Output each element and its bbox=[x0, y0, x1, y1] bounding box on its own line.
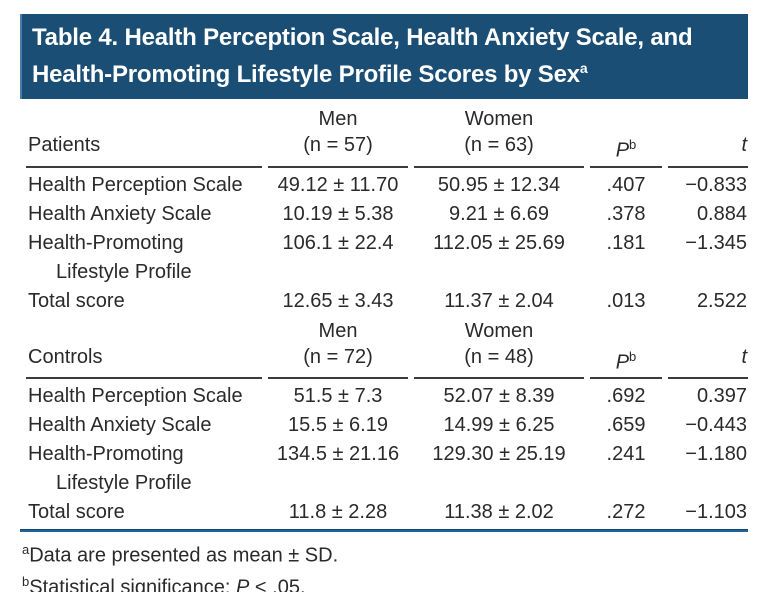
t-value: 0.397 bbox=[696, 385, 747, 408]
women-n: (n = 48) bbox=[414, 344, 584, 380]
table-row: Health-Promoting Lifestyle Profile 106.1… bbox=[26, 229, 748, 287]
table-row: Health Perception Scale 51.5 ± 7.3 52.07… bbox=[26, 379, 748, 411]
men-header: Men bbox=[318, 108, 358, 130]
row-label: Health Perception Scale bbox=[28, 385, 243, 408]
men-value: 12.65 ± 3.43 bbox=[282, 289, 394, 312]
footnote-a: aData are presented as mean ± SD. bbox=[22, 542, 339, 567]
controls-header-row-1: Men Women bbox=[26, 316, 748, 344]
row-label: Total score bbox=[28, 289, 125, 312]
t-value: −0.443 bbox=[685, 414, 747, 437]
p-value: .272 bbox=[606, 501, 646, 524]
section-patients: Men Women Patients (n = 57) (n = 63) Pb … bbox=[26, 104, 748, 316]
t-header: t bbox=[668, 344, 748, 380]
men-value: 15.5 ± 6.19 bbox=[288, 414, 388, 437]
p-header: Pb bbox=[590, 344, 662, 380]
women-value: 9.21 ± 6.69 bbox=[449, 202, 549, 225]
t-value: 2.522 bbox=[696, 289, 747, 312]
men-value: 134.5 ± 21.16 bbox=[276, 443, 400, 466]
row-label: Total score bbox=[28, 501, 125, 524]
patients-header-row-2: Patients (n = 57) (n = 63) Pb t bbox=[26, 132, 748, 168]
patients-header-row-1: Men Women bbox=[26, 104, 748, 132]
p-value: .013 bbox=[606, 289, 646, 312]
women-header: Women bbox=[464, 319, 534, 342]
p-header: Pb bbox=[590, 132, 662, 168]
table-row: Health Anxiety Scale 15.5 ± 6.19 14.99 ±… bbox=[26, 411, 748, 440]
women-n: (n = 63) bbox=[414, 132, 584, 168]
p-value: .378 bbox=[606, 202, 646, 225]
women-value: 112.05 ± 25.69 bbox=[433, 231, 565, 254]
women-value: 11.37 ± 2.04 bbox=[444, 289, 554, 312]
row-label-continuation: Lifestyle Profile bbox=[56, 472, 192, 495]
table-row: Health-Promoting Lifestyle Profile 134.5… bbox=[26, 440, 748, 498]
women-value: 14.99 ± 6.25 bbox=[443, 414, 555, 437]
table-row: Total score 12.65 ± 3.43 11.37 ± 2.04 .0… bbox=[26, 287, 748, 316]
t-value: 0.884 bbox=[696, 202, 747, 225]
p-value: .181 bbox=[606, 231, 646, 254]
scores-table: Men Women Patients (n = 57) (n = 63) Pb … bbox=[20, 104, 754, 527]
women-value: 11.38 ± 2.02 bbox=[444, 501, 554, 524]
p-value: .407 bbox=[606, 173, 646, 196]
t-value: −1.180 bbox=[685, 443, 747, 466]
table-row: Health Anxiety Scale 10.19 ± 5.38 9.21 ±… bbox=[26, 200, 748, 229]
controls-header-row-2: Controls (n = 72) (n = 48) Pb t bbox=[26, 344, 748, 380]
men-value: 51.5 ± 7.3 bbox=[293, 385, 383, 408]
footnote-b: bStatistical significance: P < .05. bbox=[22, 573, 306, 592]
women-header: Women bbox=[464, 108, 534, 130]
men-value: 10.19 ± 5.38 bbox=[282, 202, 394, 225]
table-row: Health Perception Scale 49.12 ± 11.70 50… bbox=[26, 168, 748, 200]
footnotes: aData are presented as mean ± SD. bStati… bbox=[20, 532, 748, 592]
men-value: 106.1 ± 22.4 bbox=[282, 231, 394, 254]
row-label: Health Anxiety Scale bbox=[28, 202, 212, 225]
p-value: .241 bbox=[606, 443, 646, 466]
women-value: 129.30 ± 25.19 bbox=[432, 443, 566, 466]
group-label-patients: Patients bbox=[26, 132, 262, 168]
row-label: Health Anxiety Scale bbox=[28, 414, 212, 437]
men-n: (n = 57) bbox=[268, 132, 408, 168]
table-row: Total score 11.8 ± 2.28 11.38 ± 2.02 .27… bbox=[26, 498, 748, 527]
men-value: 49.12 ± 11.70 bbox=[277, 173, 399, 196]
row-label-continuation: Lifestyle Profile bbox=[56, 260, 192, 283]
divider-rule-top bbox=[20, 529, 748, 533]
section-controls: Men Women Controls (n = 72) (n = 48) Pb … bbox=[26, 316, 748, 528]
t-value: −1.345 bbox=[685, 231, 747, 254]
row-label: Health-Promoting Lifestyle Profile bbox=[26, 229, 262, 287]
men-value: 11.8 ± 2.28 bbox=[288, 501, 388, 524]
t-value: −0.833 bbox=[685, 173, 747, 196]
table-title-line2: Health-Promoting Lifestyle Profile Score… bbox=[32, 60, 588, 88]
t-value: −1.103 bbox=[685, 501, 747, 524]
men-header: Men bbox=[318, 319, 358, 342]
row-label: Health Perception Scale bbox=[28, 173, 243, 196]
p-value: .659 bbox=[606, 414, 646, 437]
men-n: (n = 72) bbox=[268, 344, 408, 380]
t-header: t bbox=[668, 132, 748, 168]
row-label: Health-Promoting Lifestyle Profile bbox=[26, 440, 262, 498]
table-title-bar: Table 4. Health Perception Scale, Health… bbox=[20, 14, 748, 99]
p-value: .692 bbox=[606, 385, 646, 408]
women-value: 50.95 ± 12.34 bbox=[437, 173, 561, 196]
group-label-controls: Controls bbox=[26, 344, 262, 380]
women-value: 52.07 ± 8.39 bbox=[443, 385, 555, 408]
table-title-line1: Table 4. Health Perception Scale, Health… bbox=[32, 24, 693, 51]
title-superscript: a bbox=[579, 60, 588, 76]
